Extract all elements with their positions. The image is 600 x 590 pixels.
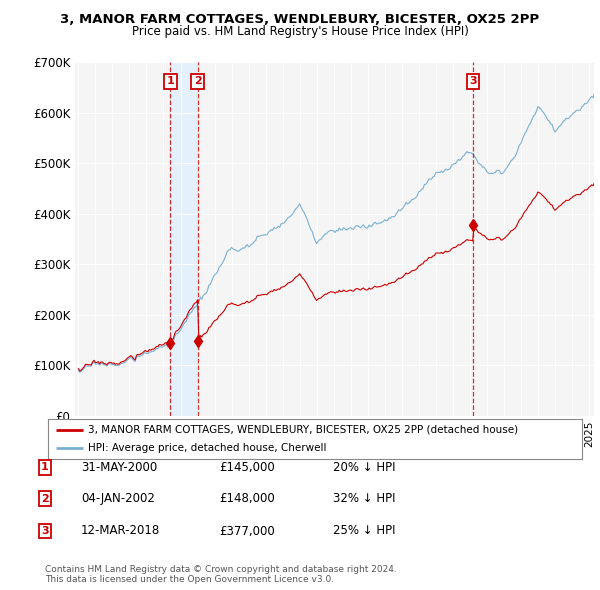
Text: 32% ↓ HPI: 32% ↓ HPI — [333, 492, 395, 505]
Text: 2: 2 — [41, 494, 49, 503]
Bar — [170, 62, 197, 416]
Text: 12-MAR-2018: 12-MAR-2018 — [81, 525, 160, 537]
Text: £377,000: £377,000 — [219, 525, 275, 537]
Text: 3, MANOR FARM COTTAGES, WENDLEBURY, BICESTER, OX25 2PP (detached house): 3, MANOR FARM COTTAGES, WENDLEBURY, BICE… — [88, 425, 518, 435]
Text: 25% ↓ HPI: 25% ↓ HPI — [333, 525, 395, 537]
Text: 2: 2 — [194, 76, 202, 86]
Text: 3, MANOR FARM COTTAGES, WENDLEBURY, BICESTER, OX25 2PP: 3, MANOR FARM COTTAGES, WENDLEBURY, BICE… — [61, 13, 539, 26]
Text: 1: 1 — [167, 76, 175, 86]
Text: £145,000: £145,000 — [219, 461, 275, 474]
Text: 04-JAN-2002: 04-JAN-2002 — [81, 492, 155, 505]
Text: 3: 3 — [41, 526, 49, 536]
Text: 31-MAY-2000: 31-MAY-2000 — [81, 461, 157, 474]
Text: 3: 3 — [469, 76, 477, 86]
Text: 1: 1 — [41, 463, 49, 472]
Text: Contains HM Land Registry data © Crown copyright and database right 2024.
This d: Contains HM Land Registry data © Crown c… — [45, 565, 397, 584]
Text: HPI: Average price, detached house, Cherwell: HPI: Average price, detached house, Cher… — [88, 443, 326, 453]
Text: Price paid vs. HM Land Registry's House Price Index (HPI): Price paid vs. HM Land Registry's House … — [131, 25, 469, 38]
Text: 20% ↓ HPI: 20% ↓ HPI — [333, 461, 395, 474]
Text: £148,000: £148,000 — [219, 492, 275, 505]
